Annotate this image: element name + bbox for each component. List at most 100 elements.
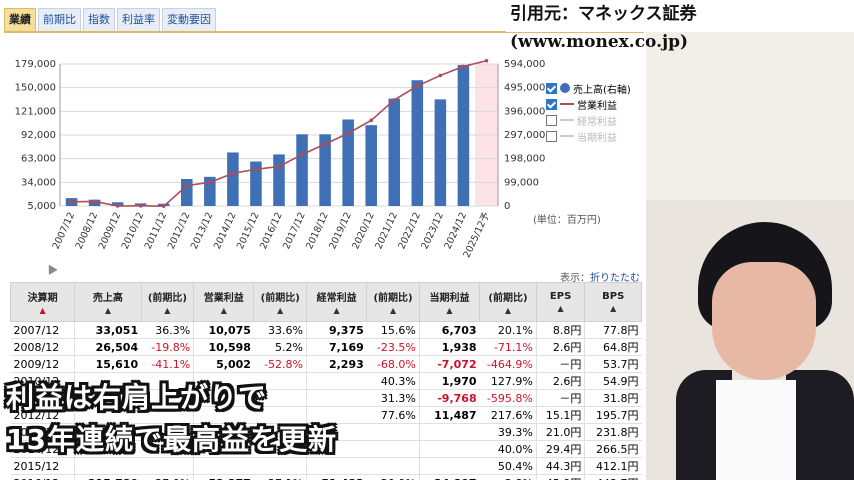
- table-cell: 27.1%: [253, 474, 307, 480]
- table-cell: [366, 423, 420, 441]
- table-cell: 20.9%: [366, 474, 420, 480]
- sort-icon: ▲: [610, 304, 617, 313]
- sales-bar: [457, 64, 470, 206]
- table-header-row: 決算期 ▲ 売上高 ▲ (前期比) ▲ 営業利益 ▲ (前期比) ▲ 経常利益 ▲ (前期比…: [9, 282, 642, 322]
- legend-item-sales[interactable]: 売上高(右軸): [546, 80, 631, 96]
- table-row: 2016/12215,78027.0%53,37727.1%51,43220.9…: [10, 474, 642, 480]
- col-header-net-profit[interactable]: 当期利益 ▲: [418, 282, 481, 322]
- operating-profit-point: [115, 204, 120, 208]
- legend-checkbox-net-profit[interactable]: [546, 130, 557, 142]
- table-cell: [305, 389, 367, 407]
- table-cell: 8.8円: [535, 321, 585, 339]
- tab-yoy[interactable]: 前期比: [38, 8, 81, 31]
- legend-checkbox-operating-profit[interactable]: [546, 98, 557, 110]
- table-cell: [74, 440, 142, 458]
- table-cell: [305, 440, 367, 458]
- col-header-sales-change[interactable]: (前期比) ▲: [140, 282, 195, 322]
- table-cell: 77.8円: [584, 321, 642, 339]
- table-cell: 215,780: [74, 474, 142, 480]
- sort-icon: ▲: [104, 306, 111, 315]
- bar-marker-icon: [560, 83, 570, 93]
- table-cell: 20.1%: [479, 321, 537, 339]
- table-cell: 11,487: [418, 406, 480, 424]
- col-header-bps[interactable]: BPS ▲: [584, 282, 642, 322]
- operating-profit-point: [438, 73, 443, 78]
- legend-item-ordinary-profit[interactable]: 経常利益: [546, 112, 631, 128]
- period-cell: 2014/12: [10, 440, 75, 458]
- table-cell: -7,072: [418, 355, 480, 373]
- operating-profit-point: [277, 164, 281, 169]
- table-cell: 26,504: [74, 338, 142, 356]
- left-tick-label: 34,000: [21, 177, 56, 188]
- table-cell: [418, 440, 480, 458]
- table-cell: -41.1%: [141, 355, 194, 373]
- legend-item-operating-profit[interactable]: 営業利益: [546, 96, 631, 112]
- sort-icon: ▲: [446, 306, 453, 315]
- sort-icon: ▲: [277, 306, 284, 315]
- col-header-eps[interactable]: EPS ▲: [535, 282, 586, 322]
- operating-profit-point: [138, 204, 143, 208]
- left-tick-label: 179,000: [15, 59, 56, 70]
- right-tick-label: 0: [504, 201, 510, 212]
- line-marker-icon: [560, 103, 574, 105]
- period-cell: 2010/12: [10, 372, 75, 390]
- table-cell: [141, 440, 194, 458]
- table-cell: 5,002: [193, 355, 254, 373]
- table-cell: 5.2%: [253, 338, 307, 356]
- citation-label: 引用元：マネックス証券(www.monex.co.jp): [506, 0, 854, 52]
- operating-profit-point: [92, 199, 97, 204]
- table-cell: -52.8%: [253, 355, 307, 373]
- table-cell: [193, 457, 254, 475]
- tab-margin[interactable]: 利益率: [117, 8, 160, 31]
- table-cell: [253, 406, 307, 424]
- sales-bar: [296, 134, 308, 206]
- table-cell: 31.3%: [366, 389, 420, 407]
- legend-checkbox-ordinary-profit[interactable]: [546, 114, 557, 126]
- table-cell: 1,938: [418, 338, 480, 356]
- table-cell: 127.9%: [479, 372, 537, 390]
- tab-results[interactable]: 業績: [4, 8, 36, 31]
- table-row: 2009/12 15,610 -41.1% 5,002 -52.8% 2,293 -68.0…: [10, 355, 642, 373]
- table-cell: 9,375: [305, 321, 367, 339]
- operating-profit-point: [484, 58, 489, 63]
- table-row: 2007/12 33,051 36.3% 10,075 33.6% 9,375 15.6% 6…: [10, 321, 642, 339]
- table-cell: 2.6円: [535, 372, 585, 390]
- col-header-ord-change[interactable]: (前期比) ▲: [366, 282, 420, 322]
- sales-bar: [434, 99, 447, 206]
- table-cell: [141, 423, 194, 441]
- col-header-period[interactable]: 決算期 ▲: [9, 282, 76, 322]
- table-cell: [418, 457, 480, 475]
- table-cell: 34,897: [418, 474, 480, 480]
- legend-checkbox-sales[interactable]: [546, 82, 557, 94]
- col-header-net-change[interactable]: (前期比) ▲: [479, 282, 537, 322]
- table-cell: [74, 457, 142, 475]
- legend-item-net-profit[interactable]: 当期利益: [546, 128, 631, 144]
- tab-factors[interactable]: 変動要因: [162, 8, 216, 31]
- tab-index[interactable]: 指数: [83, 8, 115, 31]
- table-cell: 2,293: [305, 355, 367, 373]
- col-header-ordinary-profit[interactable]: 経常利益 ▲: [305, 282, 368, 322]
- table-cell: －円: [535, 389, 585, 407]
- table-cell: -595.8%: [479, 389, 537, 407]
- table-cell: 54.9円: [584, 372, 642, 390]
- operating-profit-point: [184, 183, 189, 188]
- col-header-op-change[interactable]: (前期比) ▲: [253, 282, 307, 322]
- col-header-sales[interactable]: 売上高 ▲: [74, 282, 142, 322]
- operating-profit-point: [161, 204, 166, 208]
- col-header-operating-profit[interactable]: 営業利益 ▲: [193, 282, 255, 322]
- line-marker-icon: [560, 119, 574, 121]
- table-row: 2008/12 26,504 -19.8% 10,598 5.2% 7,169 -23.5%…: [10, 338, 642, 356]
- period-cell: 2012/12: [10, 406, 75, 424]
- display-label: 表示：: [560, 273, 590, 284]
- sales-bar: [111, 202, 124, 206]
- operating-profit-point: [346, 131, 350, 136]
- tab-bar: 業績 前期比 指数 利益率 変動要因: [4, 8, 216, 31]
- table-cell: 10,598: [193, 338, 254, 356]
- table-cell: [305, 406, 367, 424]
- fold-link[interactable]: 折りたたむ: [590, 273, 640, 284]
- operating-profit-point: [300, 152, 304, 157]
- table-cell: 21.0円: [535, 423, 585, 441]
- sort-icon: ▲: [333, 306, 340, 315]
- table-cell: [418, 423, 480, 441]
- table-row: 2012/12 77.6% 11,487 217.6% 15.1円 195.7円: [10, 406, 642, 424]
